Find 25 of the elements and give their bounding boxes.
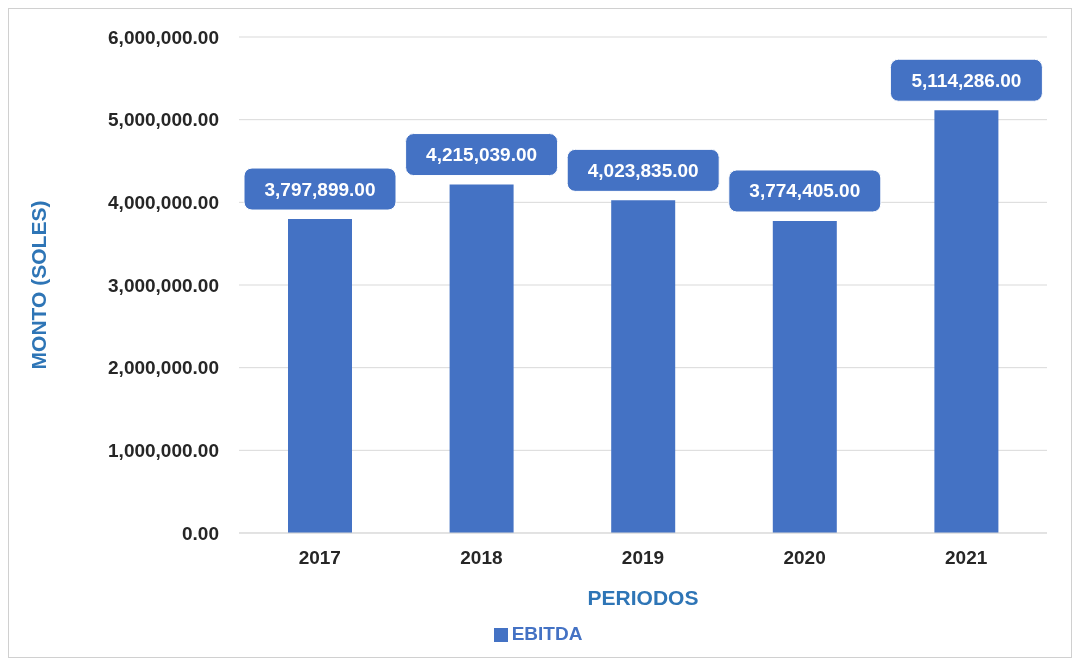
legend-label: EBITDA <box>511 623 583 644</box>
x-axis-title: PERIODOS <box>587 586 699 609</box>
y-tick-label: 2,000,000.00 <box>108 357 219 379</box>
y-tick-label: 1,000,000.00 <box>108 440 219 462</box>
x-tick-label: 2020 <box>783 547 826 569</box>
data-label: 4,023,835.00 <box>587 159 699 181</box>
bar <box>934 110 999 533</box>
bar <box>288 219 352 533</box>
bar <box>772 220 837 533</box>
bar <box>449 184 514 533</box>
y-tick-label: 5,000,000.00 <box>108 109 219 131</box>
bar <box>611 200 676 533</box>
data-label: 3,797,899.00 <box>264 178 376 200</box>
x-tick-label: 2018 <box>460 547 503 569</box>
y-tick-label: 4,000,000.00 <box>108 192 219 214</box>
x-tick-label: 2017 <box>298 547 341 569</box>
y-tick-label: 3,000,000.00 <box>108 274 219 296</box>
y-tick-label: 6,000,000.00 <box>108 26 219 48</box>
y-axis-title: MONTO (SOLES) <box>27 200 51 370</box>
y-tick-label: 0.00 <box>182 522 219 544</box>
data-label: 3,774,405.00 <box>749 180 861 202</box>
data-label: 5,114,286.00 <box>911 69 1022 91</box>
x-tick-label: 2019 <box>621 547 665 569</box>
data-label: 4,215,039.00 <box>426 144 538 166</box>
x-tick-label: 2021 <box>945 547 988 569</box>
